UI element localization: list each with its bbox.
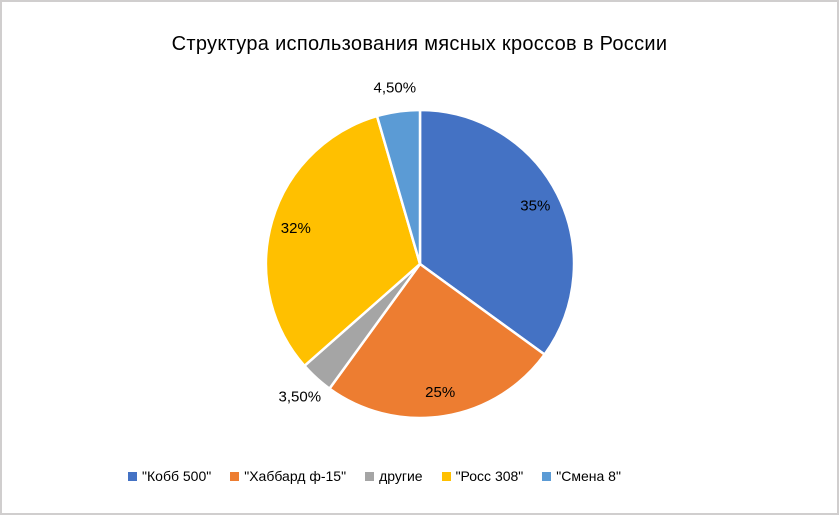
legend-swatch-3: [441, 471, 451, 481]
pie-slice-4[interactable]: [375, 108, 422, 266]
legend-label-2: другие: [379, 468, 423, 484]
legend-label-3: "Росс 308": [455, 468, 524, 484]
legend-swatch-1: [230, 471, 240, 481]
legend-item-0[interactable]: "Кобб 500": [128, 468, 211, 484]
pie-slice-1[interactable]: [328, 262, 546, 420]
legend-swatch-2: [365, 471, 375, 481]
legend: "Кобб 500" "Хаббард ф-15" другие "Росс 308"…: [2, 468, 792, 484]
legend-item-1[interactable]: "Хаббард ф-15": [230, 468, 346, 484]
legend-label-4: "Смена 8": [556, 468, 621, 484]
data-label-1: 25%: [425, 384, 455, 401]
legend-label-0: "Кобб 500": [142, 468, 212, 484]
chart-title: Структура использования мясных кроссов в…: [171, 33, 668, 55]
pie-slice-3[interactable]: [264, 114, 422, 368]
data-label-3: 32%: [281, 220, 311, 237]
legend-label-1: "Хаббард ф-15": [244, 468, 347, 484]
legend-swatch-0: [128, 471, 138, 481]
legend-item-3[interactable]: "Росс 308": [441, 468, 524, 484]
data-label-4: 4,50%: [374, 79, 417, 96]
legend-item-4[interactable]: "Смена 8": [542, 468, 621, 484]
data-label-0: 35%: [520, 198, 550, 215]
legend-swatch-4: [542, 471, 552, 481]
legend-item-2[interactable]: другие: [365, 468, 423, 484]
data-label-2: 3,50%: [279, 388, 322, 405]
pie-slice-0[interactable]: [418, 108, 576, 356]
